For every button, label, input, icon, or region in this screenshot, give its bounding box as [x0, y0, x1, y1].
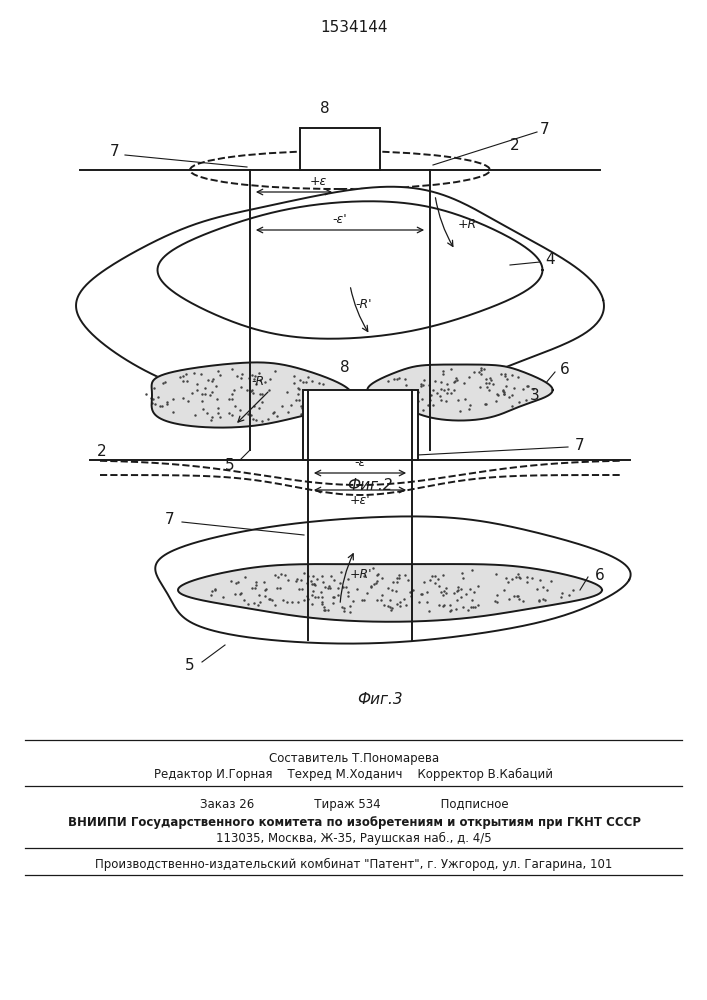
Text: 7: 7: [165, 512, 175, 528]
Polygon shape: [158, 201, 542, 339]
Text: 3: 3: [530, 387, 540, 402]
Text: 7: 7: [575, 438, 585, 452]
Polygon shape: [156, 516, 631, 644]
Text: Редактор И.Горная    Техред М.Ходанич    Корректор В.Кабаций: Редактор И.Горная Техред М.Ходанич Корре…: [155, 768, 554, 781]
Text: Фиг.3: Фиг.3: [357, 692, 403, 708]
Bar: [300, 128, 380, 170]
Polygon shape: [368, 365, 553, 421]
Text: +ε: +ε: [310, 175, 327, 188]
Text: 2: 2: [510, 137, 520, 152]
Text: Составитель Т.Пономарева: Составитель Т.Пономарева: [269, 752, 439, 765]
Text: 5: 5: [226, 458, 235, 473]
Text: +ε': +ε': [350, 494, 370, 507]
Text: 7: 7: [540, 122, 550, 137]
Text: 6: 6: [560, 362, 570, 377]
Text: -ε: -ε: [354, 456, 366, 469]
Text: -ε': -ε': [333, 213, 347, 226]
Polygon shape: [76, 187, 604, 409]
Text: Производственно-издательский комбинат "Патент", г. Ужгород, ул. Гагарина, 101: Производственно-издательский комбинат "П…: [95, 858, 613, 871]
Text: -R': -R': [355, 298, 371, 312]
Polygon shape: [151, 362, 352, 428]
Text: 8: 8: [320, 101, 329, 116]
Polygon shape: [178, 564, 602, 622]
Text: Заказ 26                Тираж 534                Подписное: Заказ 26 Тираж 534 Подписное: [199, 798, 508, 811]
Text: 2: 2: [97, 444, 107, 460]
Bar: [303, 390, 418, 460]
Text: 5: 5: [185, 658, 195, 672]
Text: 113035, Москва, Ж-35, Раушская наб., д. 4/5: 113035, Москва, Ж-35, Раушская наб., д. …: [216, 832, 492, 845]
Text: 6: 6: [595, 568, 605, 582]
Text: +R: +R: [458, 219, 477, 232]
Text: 7: 7: [110, 144, 119, 159]
Text: Фиг.2: Фиг.2: [347, 478, 393, 492]
Text: 4: 4: [545, 252, 555, 267]
Text: 1534144: 1534144: [320, 20, 387, 35]
Text: +R': +R': [350, 568, 373, 582]
Text: 8: 8: [340, 360, 350, 375]
Text: ВНИИПИ Государственного комитета по изобретениям и открытиям при ГКНТ СССР: ВНИИПИ Государственного комитета по изоб…: [67, 816, 641, 829]
Text: -R: -R: [252, 375, 264, 388]
